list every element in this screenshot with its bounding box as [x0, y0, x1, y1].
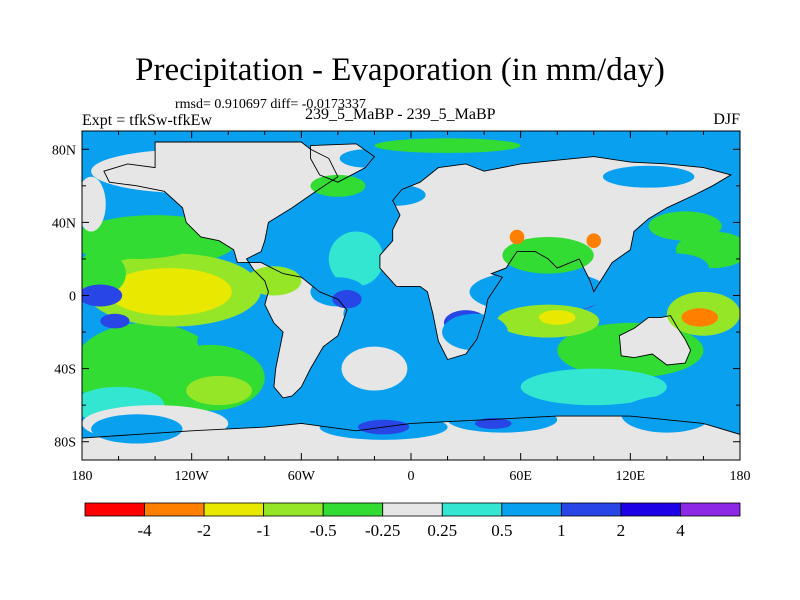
x-tick-label: 60W: [288, 469, 316, 484]
asia-dry-spot-2: [586, 233, 602, 248]
land-americas: [103, 142, 348, 398]
south-pacific-dry-core: [186, 375, 252, 406]
contour-patch: [328, 231, 384, 287]
coast-greenland: [310, 143, 376, 183]
arctic-green: [374, 138, 521, 153]
colorbar-swatch: [680, 502, 741, 517]
coast-americas: [103, 141, 348, 399]
colorbar-label: 2: [617, 521, 626, 540]
chart-title: Precipitation - Evaporation (in mm/day): [135, 52, 665, 88]
coast-australia: [618, 315, 692, 366]
x-tick-label: 0: [408, 469, 415, 484]
stats-label: rmsd= 0.910697 diff= -0.0173337: [175, 97, 366, 112]
colorbar-swatch: [560, 502, 622, 517]
experiment-label: Expt = tfkSw-tfkEw: [82, 112, 212, 129]
west-pacific-wet: [643, 253, 709, 283]
pacific-north-green: [82, 222, 201, 259]
colorbar-swatch: [382, 502, 443, 517]
colorbar-label: -1: [257, 521, 271, 540]
north-atlantic-green: [310, 174, 366, 197]
case-label: 239_5_MaBP - 239_5_MaBP: [305, 106, 496, 123]
asia-dry-north: [502, 237, 594, 274]
australia-east-dry-core: [681, 308, 719, 327]
colorbar-label: -4: [137, 521, 152, 540]
x-tick-label: 120W: [175, 469, 210, 484]
west-pacific-dry-north: [648, 211, 722, 241]
asia-dry-spot-1: [509, 229, 525, 245]
colorbar-label: 0.5: [491, 521, 512, 540]
x-tick-label: 180: [730, 469, 751, 484]
south-atlantic-grey: [341, 346, 408, 391]
colorbar-swatch: [84, 502, 145, 517]
x-tick-label: 60E: [509, 469, 532, 484]
colorbar-label: -0.25: [365, 521, 400, 540]
north-atlantic-wet: [359, 184, 426, 206]
indian-wet-outer: [469, 269, 609, 314]
north-pacific-grey-strip: [82, 176, 106, 232]
season-label: DJF: [713, 111, 740, 128]
colorbar-swatch: [620, 502, 681, 517]
y-tick-label: 80N: [52, 143, 76, 158]
colorbar-swatch: [203, 502, 265, 517]
colorbar-swatch: [441, 502, 503, 517]
y-tick-label: 0: [69, 290, 76, 305]
coast-eurasia-africa: [379, 156, 733, 361]
colorbar-label: 4: [676, 521, 685, 540]
southern-ocean-core-3: [474, 417, 512, 429]
africa-wet-outer: [442, 313, 508, 351]
colorbar-swatch: [322, 502, 384, 517]
pacific-grey-north: [91, 149, 293, 194]
land-australia: [619, 315, 691, 365]
siberia-wet: [602, 165, 695, 188]
colorbar-label: 1: [557, 521, 566, 540]
x-tick-label: 180: [72, 469, 93, 484]
y-tick-label: 40S: [54, 363, 76, 378]
colorbar-label: -0.5: [310, 521, 337, 540]
y-tick-label: 80S: [54, 436, 76, 451]
indian-dry-core: [538, 310, 576, 325]
south-pacific-wet-spot: [100, 313, 130, 329]
arctic-wet: [339, 149, 391, 168]
contour-field: [82, 131, 740, 460]
colorbar-label: 0.25: [427, 521, 457, 540]
southern-ocean-wet-4: [621, 396, 713, 433]
x-tick-label: 120E: [616, 469, 646, 484]
coast-antarctica: [82, 415, 740, 460]
y-tick-label: 40N: [52, 216, 76, 231]
colorbar-label: -2: [197, 521, 211, 540]
pacific-west-wet-band: [82, 284, 123, 307]
colorbar-swatch: [501, 502, 562, 517]
pacific-dry-extension: [246, 266, 302, 296]
colorbar-swatch: [263, 502, 324, 517]
coastlines: [82, 141, 740, 460]
atlantic-wet-core: [332, 290, 362, 309]
colorbar-swatch: [144, 502, 205, 517]
equatorial-pacific-yellow: [107, 268, 232, 316]
pacific-west-dry: [82, 251, 126, 296]
axis-ticks: 180 120W 60W 0 60E 120E 180 80N 40N 0 40S 80S: [52, 131, 751, 484]
contour-patch: [520, 368, 667, 406]
